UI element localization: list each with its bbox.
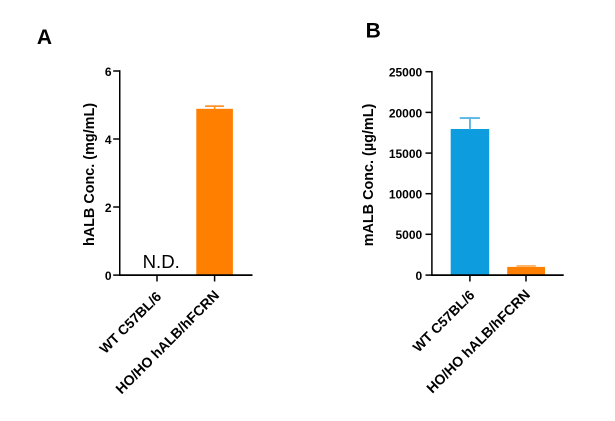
svg-text:5000: 5000 [395,228,422,242]
svg-text:0: 0 [105,269,112,283]
svg-text:A: A [37,26,52,49]
svg-text:mALB Conc. (µg/mL): mALB Conc. (µg/mL) [361,103,377,246]
svg-text:N.D.: N.D. [143,251,180,272]
svg-text:6: 6 [105,65,112,79]
svg-text:15000: 15000 [389,147,423,161]
svg-text:10000: 10000 [389,188,423,202]
svg-text:20000: 20000 [389,106,423,120]
svg-text:B: B [366,20,381,43]
svg-text:25000: 25000 [389,66,423,80]
svg-text:2: 2 [105,201,112,215]
svg-text:0: 0 [416,269,423,283]
svg-text:hALB Conc. (mg/mL): hALB Conc. (mg/mL) [82,103,98,246]
svg-text:4: 4 [105,133,112,147]
